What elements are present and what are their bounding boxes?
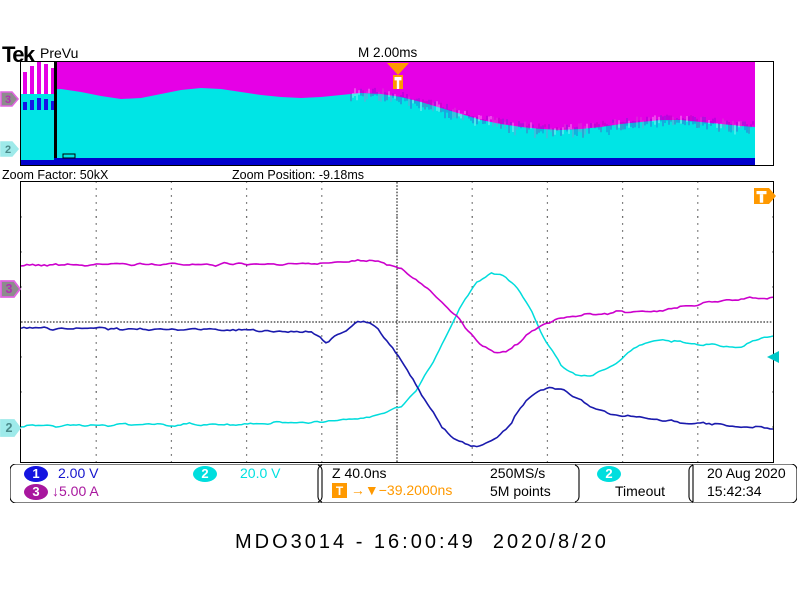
svg-text:3: 3 bbox=[6, 282, 13, 296]
svg-text:T: T bbox=[336, 484, 344, 498]
svg-text:3: 3 bbox=[5, 94, 11, 106]
svg-text:2: 2 bbox=[5, 144, 11, 156]
svg-text:2: 2 bbox=[6, 421, 13, 435]
